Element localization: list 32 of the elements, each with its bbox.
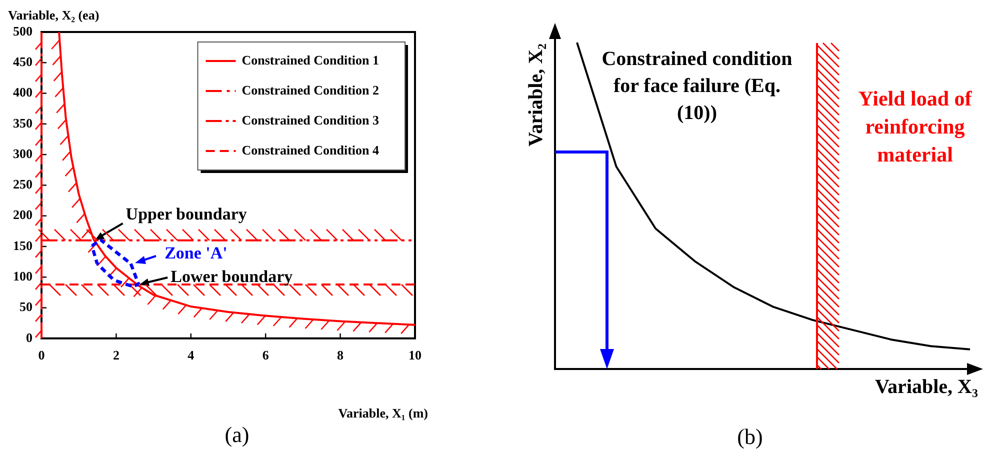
text: (b) <box>737 424 763 449</box>
x-tick-label: 4 <box>188 348 195 363</box>
text: (a) <box>224 422 250 447</box>
y-tick-label: 150 <box>13 238 32 253</box>
y-tick-label: 250 <box>13 176 32 192</box>
y-tick-label: 0 <box>26 330 32 345</box>
annotation: Constrained condition for face failure (Eq. (10)) <box>602 48 792 124</box>
annotation: Upper boundary <box>126 204 248 224</box>
annotation: Lower boundary <box>170 266 294 286</box>
annotation: Zone 'A' <box>164 243 228 262</box>
y-tick-label: 100 <box>13 268 32 284</box>
legend-label: Constrained Condition 4 <box>242 142 380 158</box>
legend-label: Constrained Condition 3 <box>242 112 380 128</box>
y-tick-label: 200 <box>13 207 32 222</box>
legend-label: Constrained Condition 2 <box>242 82 379 98</box>
x-axis-title: Variable, X₁ (m) <box>338 405 428 420</box>
x-tick-label: 8 <box>337 348 344 363</box>
annotation: Yield load of reinforcing material <box>858 86 973 166</box>
x-tick-label: 6 <box>262 348 270 363</box>
y-tick-label: 350 <box>13 115 32 130</box>
y-axis-title: Variable, X₂ (ea) <box>8 7 100 22</box>
y-tick-label: 300 <box>13 146 32 161</box>
x-tick-label: 10 <box>408 348 422 363</box>
y-tick-label: 400 <box>13 84 32 100</box>
y-tick-label: 50 <box>20 299 32 314</box>
y-tick-label: 450 <box>13 54 32 69</box>
x-tick-label: 0 <box>38 348 45 363</box>
y-tick-label: 500 <box>13 23 32 38</box>
x-axis-title: Variable, X₃ <box>874 376 978 398</box>
legend-label: Constrained Condition 1 <box>242 52 379 68</box>
y-axis-title: Variable, X₂ <box>525 43 548 147</box>
x-tick-label: 2 <box>112 348 120 363</box>
